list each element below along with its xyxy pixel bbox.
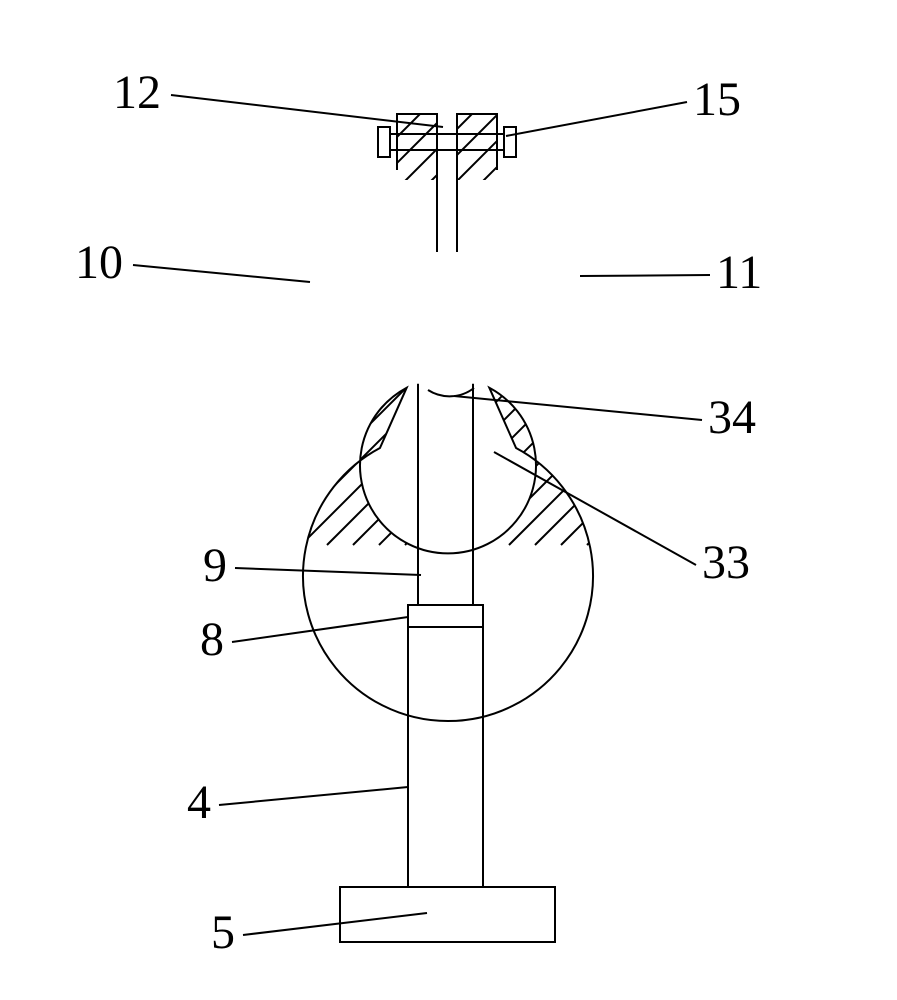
callout-label-4: 4: [187, 775, 211, 830]
callout-label-15: 15: [693, 72, 741, 127]
callout-label-9: 9: [203, 538, 227, 593]
callout-label-12: 12: [113, 65, 161, 120]
callout-label-34: 34: [708, 390, 756, 445]
callout-label-33: 33: [702, 535, 750, 590]
callout-label-5: 5: [211, 905, 235, 960]
callout-label-8: 8: [200, 612, 224, 667]
callout-label-10: 10: [75, 235, 123, 290]
technical-figure: [0, 0, 897, 1000]
callout-label-11: 11: [716, 245, 762, 300]
